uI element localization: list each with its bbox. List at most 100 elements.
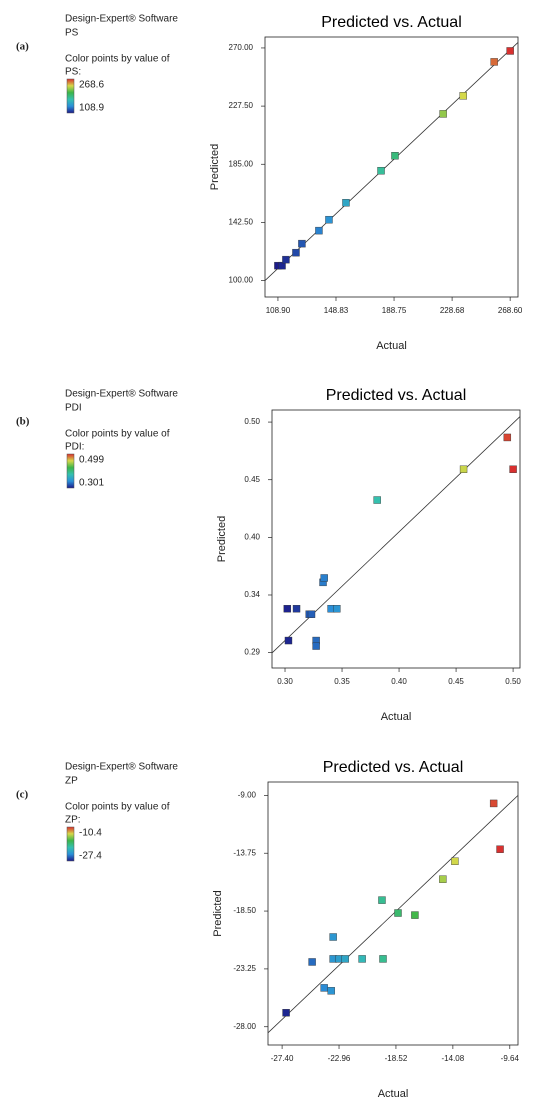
color-var: PDI: [65,442,84,453]
y-tick-label: 270.00 [229,43,254,52]
color-bar [66,78,75,114]
point [308,958,316,966]
point [394,909,402,917]
y-tick-label: -28.00 [233,1022,256,1031]
point [312,642,320,650]
x-tick-label: 148.83 [324,306,349,315]
point [329,933,337,941]
color-by: Color points by value of [65,802,170,813]
panel-label: (c) [16,789,29,801]
x-tick-label: -27.40 [271,1054,294,1063]
x-tick-label: 268.60 [498,306,523,315]
software: Design-Expert® Software [65,14,178,25]
x-tick-label: -9.64 [501,1054,520,1063]
plot-frame [267,781,519,1046]
point [391,152,399,160]
y-tick-label: 0.45 [244,475,260,484]
point [439,875,447,883]
point [411,911,419,919]
point [379,955,387,963]
point [278,261,286,270]
chart-title: Predicted vs. Actual [326,387,467,404]
x-tick-label: 0.35 [334,677,350,686]
point [503,433,512,442]
point [325,215,333,224]
color-max: 0.499 [79,455,104,466]
y-tick-label: 100.00 [229,276,254,285]
y-tick-label: -13.75 [233,848,256,857]
chart-title: Predicted vs. Actual [321,14,462,31]
software: Design-Expert® Software [65,389,178,400]
point [373,496,381,504]
y-tick-label: 0.50 [244,417,260,426]
x-axis-label: Actual [378,1088,409,1100]
point [284,636,293,645]
point [320,984,328,992]
y-tick-label: 0.34 [244,590,260,599]
point [327,987,335,995]
point [341,955,349,963]
point [282,255,290,264]
x-tick-label: -22.96 [328,1054,351,1063]
point [506,47,514,55]
y-axis-label: Predicted [212,890,224,936]
point [377,166,385,175]
y-tick-label: 0.40 [244,532,260,541]
color-by: Color points by value of [65,429,170,440]
point [342,199,350,207]
y-tick-label: -23.25 [233,964,256,973]
color-min: 108.9 [79,103,104,114]
x-tick-label: -18.52 [385,1054,408,1063]
color-var: PS: [65,67,81,78]
response: ZP [65,776,78,787]
x-tick-label: 0.40 [391,677,407,686]
x-axis-label: Actual [381,711,412,723]
panel-label: (b) [16,416,30,428]
y-axis-label: Predicted [209,144,221,190]
point [292,605,301,613]
point [320,574,328,582]
point [509,465,517,473]
point [283,605,292,613]
point [459,92,467,100]
point [282,1009,290,1017]
x-tick-label: 0.30 [277,677,293,686]
point [490,58,498,66]
y-tick-label: -18.50 [233,906,256,915]
panel: (c) Design-Expert® Software ZP Color points… [16,759,519,1100]
plot-frame [264,36,519,298]
y-tick-label: 0.29 [244,648,260,657]
point [292,248,300,257]
y-tick-label: 142.50 [229,218,254,227]
color-max: 268.6 [79,80,104,91]
point [307,610,316,618]
chart-title: Predicted vs. Actual [323,759,464,776]
fit-line [264,42,519,281]
point [451,857,459,865]
panel-label: (a) [16,41,29,53]
point [439,110,447,118]
point [489,799,498,808]
x-tick-label: 0.50 [505,677,521,686]
color-by: Color points by value of [65,54,170,65]
panel: (a) Design-Expert® Software PS Color points… [16,14,523,352]
x-axis-label: Actual [376,340,407,352]
color-min: 0.301 [79,478,104,489]
x-tick-label: 0.45 [448,677,464,686]
response: PS [65,28,79,39]
x-tick-label: 228.68 [440,306,465,315]
panel: (b) Design-Expert® Software PDI Color point… [16,387,521,723]
color-var: ZP: [65,815,81,826]
point [315,226,323,235]
y-tick-label: 185.00 [229,159,254,168]
point [298,239,306,248]
point [378,896,386,904]
fit-line [267,795,519,1034]
color-bar [66,826,75,862]
software: Design-Expert® Software [65,762,178,773]
color-bar [66,453,75,489]
color-max: -10.4 [79,828,102,839]
x-tick-label: -14.08 [442,1054,465,1063]
y-axis-label: Predicted [216,516,228,562]
